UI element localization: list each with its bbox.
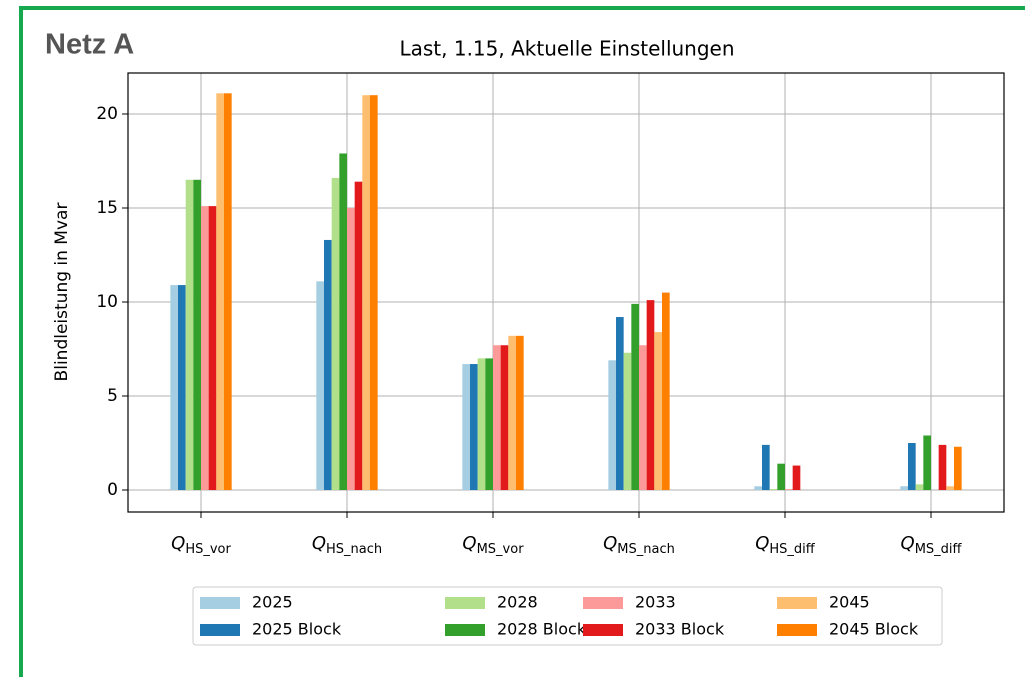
bar	[508, 335, 516, 491]
x-tick-label: QMS_diff	[901, 533, 963, 557]
bar	[953, 446, 962, 491]
y-tick-label: 10	[96, 292, 118, 312]
category-subscript: MS_vor	[477, 542, 525, 557]
bar	[223, 93, 232, 491]
y-axis-label: Blindleistung in Mvar	[52, 203, 72, 382]
bar	[608, 360, 617, 491]
legend-label: 2033 Block	[635, 620, 725, 639]
category-subscript: HS_nach	[326, 542, 382, 557]
bar	[170, 285, 179, 491]
bar	[754, 486, 763, 491]
bar	[762, 444, 770, 491]
x-tick-label: QMS_nach	[603, 533, 675, 557]
category-subscript: HS_diff	[769, 542, 815, 557]
bar	[915, 484, 924, 491]
legend-box	[192, 586, 943, 646]
bar	[785, 489, 793, 491]
bar	[324, 239, 332, 491]
bar	[493, 345, 501, 491]
category-subscript: HS_vor	[185, 542, 231, 557]
x-tick-label: QMS_vor	[462, 533, 524, 557]
bar	[201, 206, 209, 491]
chart-title: Last, 1.15, Aktuelle Einstellungen	[399, 37, 734, 61]
legend-swatch	[200, 597, 240, 609]
legend-swatch	[777, 624, 817, 636]
x-tick-label: QHS_diff	[755, 533, 816, 557]
bar	[515, 335, 524, 491]
x-tick-label: QHS_vor	[171, 533, 231, 557]
bar	[900, 486, 909, 491]
legend-label: 2045 Block	[829, 620, 919, 639]
bar	[193, 179, 201, 491]
bar	[208, 206, 217, 491]
bar	[646, 300, 655, 491]
page-title: Netz A	[45, 29, 134, 61]
bar	[500, 345, 509, 491]
bar	[362, 95, 370, 491]
category-subscript: MS_nach	[617, 542, 675, 557]
legend-label: 2045	[829, 593, 870, 612]
bar	[616, 317, 624, 491]
legend-swatch	[583, 624, 623, 636]
bar	[908, 443, 916, 491]
bar	[792, 465, 801, 491]
bar	[316, 281, 325, 491]
bar	[777, 463, 785, 491]
frame	[19, 6, 1025, 677]
bar	[477, 358, 486, 491]
legend-swatch	[445, 597, 485, 609]
legend-swatch	[200, 624, 240, 636]
category-symbol: Q	[171, 533, 185, 554]
category-symbol: Q	[312, 533, 326, 554]
bar	[769, 489, 778, 491]
bar	[946, 486, 954, 491]
category-symbol: Q	[603, 533, 617, 554]
category-symbol: Q	[462, 533, 476, 554]
legend-swatch	[445, 624, 485, 636]
legend-label: 2033	[635, 593, 676, 612]
y-tick-label: 15	[96, 198, 118, 218]
bar	[654, 332, 662, 491]
plot-frame	[127, 72, 1005, 513]
legend-label: 2025 Block	[252, 620, 342, 639]
y-tick-label: 20	[96, 104, 118, 124]
legend-label: 2028 Block	[497, 620, 587, 639]
bar	[178, 285, 186, 491]
y-tick-label: 5	[107, 386, 118, 406]
bar	[661, 292, 670, 491]
category-symbol: Q	[901, 533, 915, 554]
bar	[354, 181, 363, 491]
bar	[216, 93, 224, 491]
bar	[470, 364, 478, 491]
category-subscript: MS_diff	[915, 542, 963, 557]
legend-label: 2025	[252, 593, 293, 612]
bar	[331, 177, 340, 491]
bar	[347, 207, 355, 491]
bar	[639, 345, 647, 491]
bar	[623, 352, 632, 491]
legend-swatch	[777, 597, 817, 609]
bar	[185, 179, 194, 491]
bar	[339, 153, 347, 491]
bar	[631, 303, 639, 491]
bar	[923, 435, 931, 491]
category-symbol: Q	[755, 533, 769, 554]
legend-label: 2028	[497, 593, 538, 612]
bar	[369, 95, 378, 491]
legend-swatch	[583, 597, 623, 609]
x-tick-label: QHS_nach	[312, 533, 382, 557]
bar	[938, 444, 947, 491]
y-tick-label: 0	[107, 480, 118, 500]
bar	[462, 364, 471, 491]
bar	[485, 358, 493, 491]
